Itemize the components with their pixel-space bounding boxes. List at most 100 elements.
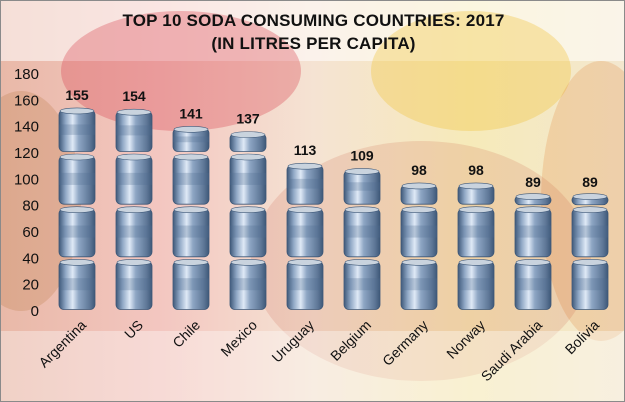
can-band: [173, 225, 209, 238]
x-tick-label: Belgium: [327, 317, 374, 364]
y-tick-label: 160: [14, 92, 39, 109]
can-rim: [173, 126, 209, 133]
can-band: [572, 225, 608, 238]
y-tick-label: 100: [14, 171, 39, 188]
can-rim: [515, 259, 551, 266]
can-band: [287, 278, 323, 291]
can-band: [116, 278, 152, 291]
can-rim: [59, 153, 95, 161]
x-tick-label: Bolivia: [562, 317, 603, 358]
data-label: 109: [350, 147, 374, 163]
can-rim: [116, 259, 152, 266]
bar: [172, 126, 210, 310]
x-tick-label: Saudi Arabia: [478, 317, 546, 385]
can-rim: [515, 206, 551, 213]
can-rim: [230, 153, 266, 161]
x-tick-label: Germany: [379, 317, 431, 369]
can-rim: [344, 168, 380, 175]
can-band: [230, 172, 266, 185]
can-band: [458, 278, 494, 291]
bar: [229, 131, 267, 310]
can-band: [59, 225, 95, 238]
can-band: [401, 278, 437, 291]
can-band: [116, 172, 152, 185]
can-rim: [230, 259, 266, 266]
can-band: [59, 278, 95, 291]
bar: [514, 193, 552, 310]
can-band: [515, 278, 551, 291]
can-rim: [287, 259, 323, 266]
y-tick-label: 0: [31, 303, 39, 320]
y-tick-label: 180: [14, 66, 39, 83]
can-rim: [572, 206, 608, 213]
y-tick-label: 80: [22, 198, 39, 215]
can-rim: [458, 182, 494, 190]
y-tick-label: 40: [22, 250, 39, 267]
x-tick-label: US: [121, 317, 146, 342]
can-band: [458, 225, 494, 238]
can-band: [230, 225, 266, 238]
can-band: [230, 278, 266, 291]
can-band: [515, 225, 551, 238]
can-band: [572, 278, 608, 291]
can-band: [173, 136, 209, 143]
can-rim: [344, 259, 380, 266]
can-rim: [116, 153, 152, 161]
can-band: [116, 225, 152, 238]
can-rim: [116, 206, 152, 213]
can-rim: [287, 206, 323, 213]
data-label: 154: [122, 88, 146, 104]
can-band: [287, 178, 323, 189]
can-rim: [401, 206, 437, 213]
can-band: [59, 172, 95, 185]
can-band: [173, 172, 209, 185]
data-label: 98: [411, 162, 427, 178]
bar: [58, 107, 96, 310]
y-tick-label: 60: [22, 224, 39, 241]
can-rim: [458, 206, 494, 213]
can-rim: [59, 259, 95, 266]
bar: [457, 182, 495, 310]
x-tick-label: Uruguay: [268, 317, 317, 366]
y-tick-label: 120: [14, 145, 39, 162]
can-band: [287, 225, 323, 238]
can-band: [344, 278, 380, 291]
x-tick-label: Norway: [443, 317, 488, 362]
x-tick-label: Mexico: [217, 317, 260, 360]
bar: [343, 168, 381, 310]
can-rim: [116, 108, 152, 116]
can-rim: [572, 259, 608, 266]
can-rim: [230, 206, 266, 213]
can-band: [173, 278, 209, 291]
can-band: [59, 124, 95, 135]
data-label: 89: [525, 174, 541, 190]
bar: [400, 182, 438, 310]
x-tick-label: Chile: [169, 317, 203, 351]
can-rim: [572, 193, 608, 200]
data-label: 155: [65, 87, 89, 103]
y-tick-label: 20: [22, 277, 39, 294]
data-label: 141: [179, 105, 203, 121]
data-label: 113: [294, 142, 317, 158]
bar: [115, 108, 153, 310]
can-rim: [173, 206, 209, 213]
can-rim: [59, 107, 95, 115]
chart-subtitle: (IN LITRES PER CAPITA): [211, 34, 416, 53]
data-label: 98: [468, 162, 484, 178]
can-rim: [344, 206, 380, 213]
can-rim: [401, 259, 437, 266]
can-band: [344, 225, 380, 238]
chart-title: TOP 10 SODA CONSUMING COUNTRIES: 2017: [122, 11, 505, 30]
bar: [571, 193, 609, 310]
can-rim: [458, 259, 494, 266]
x-tick-label: Argentina: [35, 317, 89, 371]
can-rim: [173, 259, 209, 266]
can-band: [116, 125, 152, 136]
can-rim: [287, 162, 323, 170]
can-rim: [230, 131, 266, 138]
can-band: [401, 225, 437, 238]
can-rim: [173, 153, 209, 161]
can-rim: [401, 182, 437, 190]
